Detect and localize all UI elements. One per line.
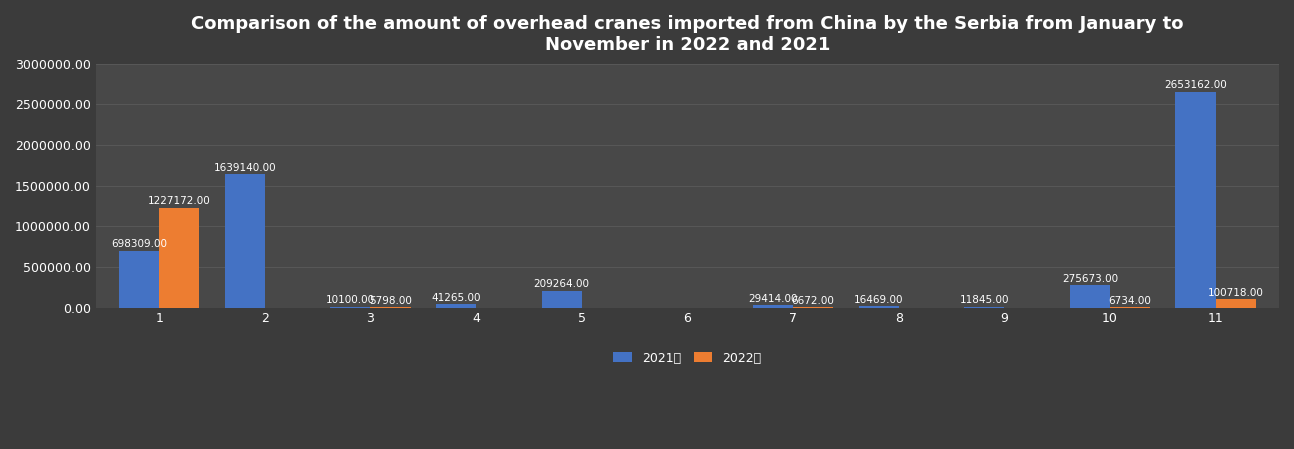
Text: 209264.00: 209264.00	[533, 279, 590, 289]
Bar	[1215, 299, 1255, 308]
Bar	[753, 305, 793, 308]
Title: Comparison of the amount of overhead cranes imported from China by the Serbia fr: Comparison of the amount of overhead cra…	[192, 15, 1184, 54]
Text: 6672.00: 6672.00	[792, 295, 835, 305]
Text: 10100.00: 10100.00	[326, 295, 375, 305]
Bar	[330, 307, 370, 308]
Bar	[225, 174, 265, 308]
Text: 6734.00: 6734.00	[1109, 295, 1152, 305]
Bar	[436, 304, 476, 308]
Text: 11845.00: 11845.00	[959, 295, 1009, 305]
Text: 1639140.00: 1639140.00	[214, 163, 276, 173]
Bar	[858, 306, 898, 308]
Text: 275673.00: 275673.00	[1062, 273, 1118, 284]
Text: 698309.00: 698309.00	[111, 239, 167, 249]
Bar	[964, 307, 1004, 308]
Text: 29414.00: 29414.00	[748, 294, 797, 304]
Text: 2653162.00: 2653162.00	[1165, 80, 1227, 90]
Text: 16469.00: 16469.00	[854, 295, 903, 305]
Bar	[793, 307, 833, 308]
Bar	[1070, 285, 1110, 308]
Bar	[159, 208, 199, 308]
Bar	[119, 251, 159, 308]
Bar	[1175, 92, 1215, 308]
Text: 100718.00: 100718.00	[1207, 288, 1264, 298]
Text: 41265.00: 41265.00	[431, 293, 481, 303]
Bar	[1110, 307, 1150, 308]
Text: 5798.00: 5798.00	[369, 295, 411, 306]
Legend: 2021年, 2022年: 2021年, 2022年	[608, 347, 766, 370]
Bar	[542, 291, 582, 308]
Bar	[370, 307, 410, 308]
Text: 1227172.00: 1227172.00	[148, 196, 211, 207]
